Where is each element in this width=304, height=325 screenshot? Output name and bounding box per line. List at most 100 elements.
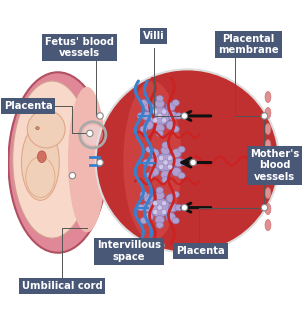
Ellipse shape (150, 149, 159, 158)
Ellipse shape (123, 81, 181, 241)
Ellipse shape (156, 222, 163, 228)
Ellipse shape (161, 170, 170, 179)
Ellipse shape (142, 111, 151, 120)
Circle shape (158, 242, 164, 249)
Ellipse shape (172, 167, 181, 176)
Ellipse shape (143, 159, 150, 166)
Ellipse shape (265, 139, 271, 150)
Text: Placenta: Placenta (176, 246, 225, 256)
Ellipse shape (161, 209, 167, 215)
Ellipse shape (172, 191, 179, 198)
Ellipse shape (144, 213, 153, 221)
Ellipse shape (166, 213, 175, 221)
Text: Placental
membrane: Placental membrane (218, 34, 279, 56)
Text: Fetus' blood
vessels: Fetus' blood vessels (45, 37, 114, 58)
Ellipse shape (265, 91, 271, 103)
Ellipse shape (161, 146, 170, 155)
Ellipse shape (156, 187, 163, 193)
Ellipse shape (172, 100, 179, 106)
Ellipse shape (174, 158, 183, 167)
Text: Mother's
blood
vessels: Mother's blood vessels (250, 149, 299, 182)
Ellipse shape (26, 157, 55, 197)
Ellipse shape (265, 203, 271, 214)
Circle shape (261, 204, 268, 211)
Ellipse shape (162, 177, 169, 183)
Ellipse shape (156, 95, 163, 102)
Ellipse shape (144, 102, 153, 111)
Ellipse shape (153, 209, 158, 215)
Ellipse shape (156, 130, 163, 136)
Ellipse shape (175, 204, 182, 211)
Ellipse shape (146, 172, 153, 179)
Ellipse shape (172, 217, 179, 224)
Ellipse shape (167, 156, 172, 161)
Ellipse shape (265, 220, 271, 231)
Ellipse shape (158, 156, 164, 161)
Ellipse shape (149, 107, 170, 125)
Ellipse shape (172, 149, 181, 158)
Ellipse shape (161, 109, 167, 114)
Ellipse shape (181, 159, 188, 166)
Circle shape (190, 159, 196, 166)
Circle shape (181, 113, 188, 119)
Ellipse shape (149, 198, 170, 217)
Ellipse shape (265, 124, 271, 135)
Ellipse shape (172, 126, 179, 132)
Ellipse shape (137, 113, 144, 119)
Ellipse shape (265, 188, 271, 199)
Ellipse shape (155, 191, 164, 200)
Ellipse shape (140, 217, 147, 224)
Text: Intervillous
space: Intervillous space (97, 240, 161, 262)
Ellipse shape (155, 99, 164, 108)
Ellipse shape (140, 191, 147, 198)
Ellipse shape (68, 87, 106, 232)
Circle shape (83, 125, 103, 145)
Ellipse shape (157, 113, 162, 119)
Ellipse shape (146, 146, 153, 153)
Ellipse shape (157, 205, 162, 210)
Ellipse shape (265, 156, 271, 167)
Ellipse shape (148, 158, 157, 167)
Ellipse shape (162, 142, 169, 148)
Ellipse shape (168, 203, 178, 212)
Ellipse shape (137, 204, 144, 211)
Ellipse shape (37, 151, 46, 162)
Ellipse shape (155, 124, 164, 133)
Ellipse shape (22, 125, 59, 200)
Ellipse shape (8, 72, 107, 253)
Circle shape (27, 110, 65, 148)
Ellipse shape (178, 172, 185, 179)
Circle shape (69, 172, 76, 179)
Ellipse shape (150, 167, 159, 176)
Ellipse shape (158, 164, 164, 169)
Ellipse shape (36, 127, 39, 130)
Ellipse shape (161, 201, 167, 206)
Ellipse shape (144, 121, 153, 130)
Ellipse shape (265, 172, 271, 183)
Ellipse shape (166, 121, 175, 130)
Ellipse shape (163, 160, 168, 165)
Ellipse shape (265, 108, 271, 119)
Ellipse shape (155, 215, 164, 224)
Ellipse shape (13, 81, 91, 238)
Ellipse shape (140, 100, 147, 106)
Circle shape (96, 69, 279, 253)
Ellipse shape (168, 111, 178, 120)
Ellipse shape (155, 153, 176, 172)
Ellipse shape (167, 164, 172, 169)
Ellipse shape (161, 118, 167, 123)
Ellipse shape (144, 194, 153, 203)
Ellipse shape (166, 102, 175, 111)
Ellipse shape (175, 113, 182, 119)
Circle shape (261, 113, 268, 119)
Ellipse shape (153, 201, 158, 206)
Ellipse shape (142, 203, 151, 212)
Ellipse shape (166, 194, 175, 203)
Ellipse shape (153, 109, 158, 114)
Text: Umbilical cord: Umbilical cord (22, 281, 102, 291)
Text: Villi: Villi (143, 31, 164, 41)
Ellipse shape (140, 126, 147, 132)
Circle shape (97, 113, 103, 119)
Circle shape (261, 159, 268, 166)
Circle shape (181, 204, 188, 211)
